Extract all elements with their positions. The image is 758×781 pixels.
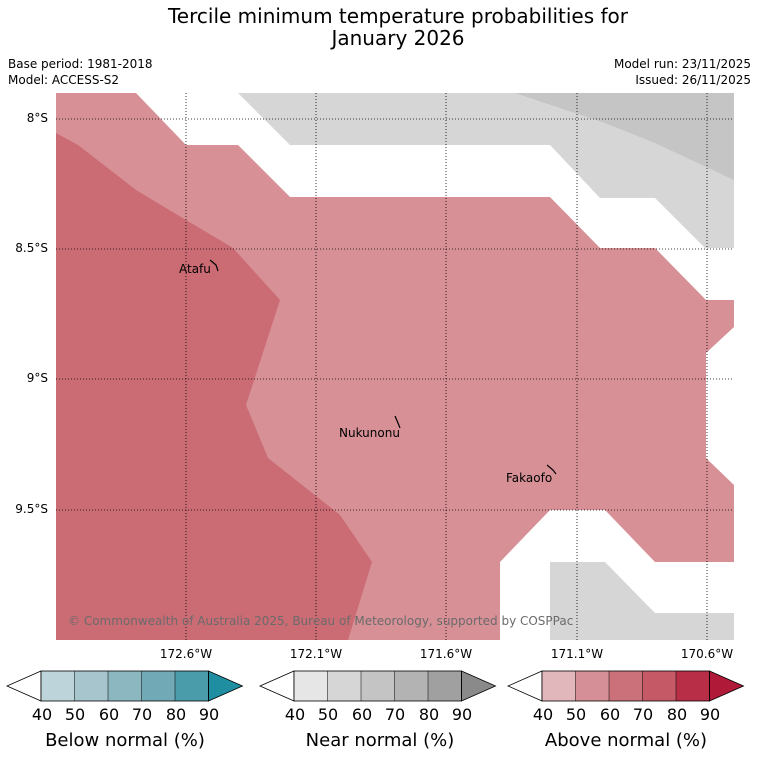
lat-label-9-5: 9.5°S	[15, 502, 48, 516]
tick: 80	[666, 705, 688, 724]
copyright-notice: © Commonwealth of Australia 2025, Bureau…	[68, 614, 574, 628]
colorbar-segment	[361, 671, 395, 701]
colorbar-outline	[541, 670, 710, 702]
tick: 60	[98, 705, 120, 724]
tick: 40	[31, 705, 53, 724]
place-atafu: Atafu	[179, 262, 211, 276]
above-normal-region-60	[56, 133, 372, 640]
colorbar-outline	[40, 670, 209, 702]
title-line-1: Tercile minimum temperature probabilitie…	[167, 4, 629, 28]
lat-label-8-5: 8.5°S	[15, 241, 48, 255]
legend-above-normal	[507, 668, 747, 704]
lon-label-171-1: 171.1°W	[550, 647, 604, 661]
tick: 80	[418, 705, 440, 724]
colorbar-extend-high	[208, 670, 244, 702]
lon-label-171-6: 171.6°W	[419, 647, 473, 661]
colorbar-extend-high	[709, 670, 745, 702]
tick: 50	[317, 705, 339, 724]
meta-left: Base period: 1981-2018 Model: ACCESS-S2	[8, 56, 153, 88]
islands	[209, 259, 557, 475]
lon-label-170-6: 170.6°W	[680, 647, 734, 661]
title-line-2: January 2026	[331, 26, 465, 50]
model-name: Model: ACCESS-S2	[8, 73, 120, 87]
tick: 80	[165, 705, 187, 724]
tick: 70	[632, 705, 654, 724]
colorbar-segment	[394, 671, 428, 701]
base-period: Base period: 1981-2018	[8, 57, 153, 71]
legend-near-normal	[259, 668, 499, 704]
tick: 50	[64, 705, 86, 724]
colorbar-segment	[294, 671, 328, 701]
meta-right: Model run: 23/11/2025 Issued: 26/11/2025	[614, 56, 751, 88]
colorbar-extend-high	[461, 670, 497, 702]
model-run: Model run: 23/11/2025	[613, 57, 751, 71]
colorbar-segment	[676, 671, 710, 701]
graticule	[56, 93, 734, 640]
colorbar-segment	[108, 671, 142, 701]
legend-below-normal	[6, 668, 246, 704]
colorbar-segment	[175, 671, 209, 701]
lat-label-9: 9°S	[26, 371, 48, 385]
chart-title: Tercile minimum temperature probabilitie…	[0, 5, 758, 49]
tick: 70	[131, 705, 153, 724]
lon-label-172-6: 172.6°W	[159, 647, 213, 661]
issued-date: Issued: 26/11/2025	[635, 73, 751, 87]
colorbar-below-normal	[6, 670, 244, 702]
colorbar-near-normal	[259, 670, 497, 702]
colorbar-segment	[542, 671, 576, 701]
place-fakaofo: Fakaofo	[506, 471, 553, 485]
legend-title-near: Near normal (%)	[305, 730, 455, 751]
colorbar-segment	[642, 671, 676, 701]
colorbar-outline	[293, 670, 462, 702]
colorbar-extend-low	[259, 670, 295, 702]
colorbar-segment	[74, 671, 108, 701]
legend-title-above: Above normal (%)	[544, 730, 708, 751]
near-normal-region-strong	[515, 93, 734, 180]
colorbar-segment	[609, 671, 643, 701]
colorbar-extend-low	[6, 670, 42, 702]
nukunonu-coastline	[394, 415, 401, 429]
tick: 40	[532, 705, 554, 724]
lon-label-172-1: 172.1°W	[289, 647, 343, 661]
tick: 70	[384, 705, 406, 724]
tick: 90	[451, 705, 473, 724]
near-normal-region-bottom	[550, 562, 734, 640]
tick: 50	[565, 705, 587, 724]
tick: 60	[351, 705, 373, 724]
atafu-coastline	[209, 259, 219, 272]
tick: 40	[284, 705, 306, 724]
lat-label-8: 8°S	[26, 111, 48, 125]
tick: 90	[198, 705, 220, 724]
colorbar-extend-low	[507, 670, 543, 702]
colorbar-segment	[575, 671, 609, 701]
near-normal-region-top	[238, 93, 734, 248]
tick: 60	[599, 705, 621, 724]
colorbar-segment	[141, 671, 175, 701]
place-nukunonu: Nukunonu	[339, 426, 400, 440]
colorbar-segment	[41, 671, 75, 701]
fakaofo-coastline	[546, 464, 557, 475]
legend-title-below: Below normal (%)	[45, 730, 205, 751]
colorbar-segment	[428, 671, 462, 701]
tick: 90	[699, 705, 721, 724]
colorbar-above-normal	[507, 670, 745, 702]
colorbar-segment	[327, 671, 361, 701]
